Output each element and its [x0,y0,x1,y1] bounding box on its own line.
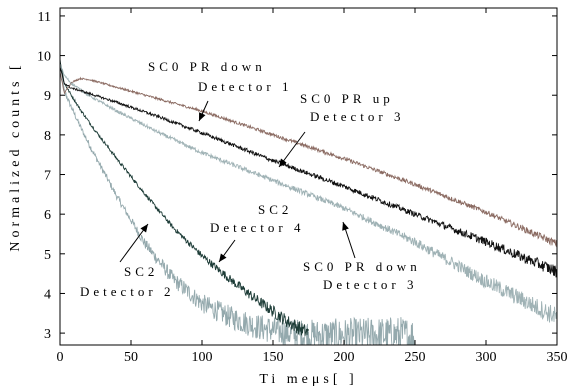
y-tick-label: 6 [44,208,51,223]
y-tick-label: 10 [37,50,51,65]
x-tick-label: 200 [334,350,355,365]
annotation-2-line-2: Detector 3 [310,109,405,124]
annotation-4: SC0 PR down Detector 3 [303,221,421,292]
annotation-1-arrowhead [199,112,206,121]
x-tick-label: 0 [57,350,64,365]
annotation-3-line-2: Detector 4 [210,220,305,235]
annotation-3: SC2 Detector 4 [210,202,305,263]
annotation-1-line-2: Detector 1 [198,79,293,94]
series-2-trace [60,67,557,278]
y-tick-label: 7 [44,169,51,184]
x-tick-label: 300 [476,350,497,365]
series-5-trace [60,60,416,345]
y-tick-label: 11 [38,10,51,25]
x-tick-label: 250 [405,350,426,365]
annotation-3-arrowhead [219,253,227,262]
y-tick-label: 4 [44,287,51,302]
x-tick-label: 50 [124,350,138,365]
annotation-5-line-2: Detector 2 [80,284,175,299]
y-axis-label: Normalized counts [ [8,61,23,251]
x-tick-label: 150 [263,350,284,365]
annotation-5: SC2 Detector 2 [80,223,175,299]
annotation-1: SC0 PR down Detector 1 [148,59,293,122]
annotation-4-line-2: Detector 3 [323,277,418,292]
series-4-trace [60,58,309,336]
annotation-4-line-1: SC0 PR down [303,259,421,274]
annotation-4-arrowhead [342,222,349,231]
series-1-trace [60,71,557,248]
x-tick-label: 100 [192,350,213,365]
x-tick-label: 350 [547,350,568,365]
plot-frame [59,7,558,346]
annotation-2-line-1: SC0 PR up [300,91,394,106]
annotation-5-line-1: SC2 [124,264,158,279]
series-layer [60,58,557,345]
annotation-2-arrowhead [279,158,287,167]
axes-layer: 0 50 100 150 200 250 300 350 3 4 5 6 7 8 9 10 11 Ti meμs[… [8,7,568,387]
y-tick-label: 5 [44,248,51,263]
annotation-2: SC0 PR up Detector 3 [278,91,405,168]
series-3-trace [60,63,557,323]
annotation-1-line-1: SC0 PR down [148,59,266,74]
y-tick-label: 3 [44,327,51,342]
annotation-layer: SC0 PR down Detector 1 SC0 PR up Detector 3… [80,59,421,299]
y-tick-label: 9 [44,89,51,104]
x-axis-label: Ti meμs[ ] [259,372,357,387]
annotation-5-arrowhead [140,224,148,233]
annotation-3-line-1: SC2 [258,202,292,217]
y-tick-label: 8 [44,129,51,144]
